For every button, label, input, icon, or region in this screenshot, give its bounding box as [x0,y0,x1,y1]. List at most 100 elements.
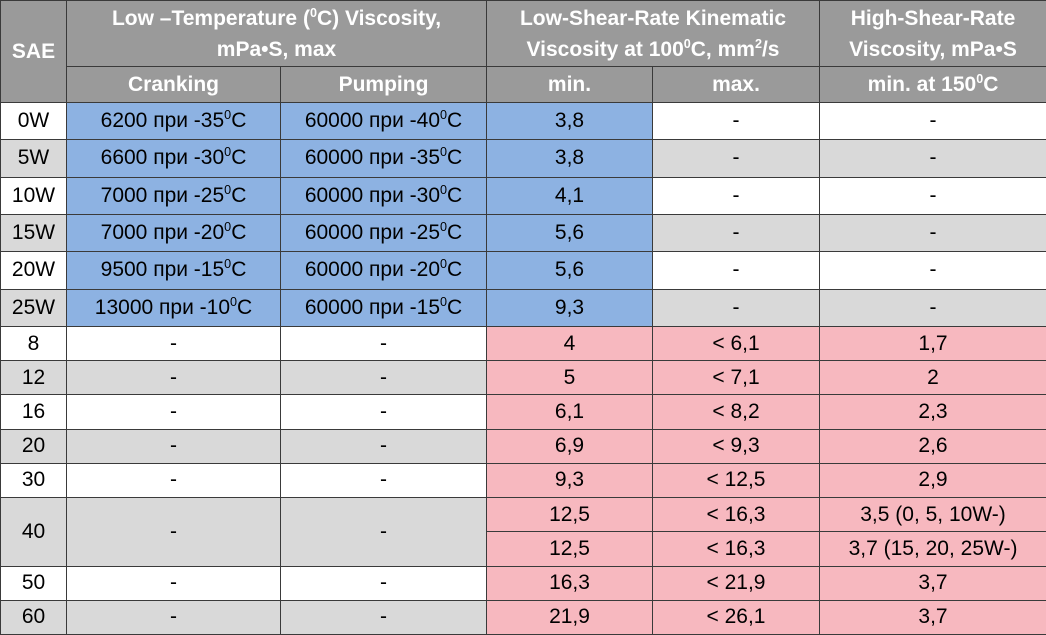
kinematic-min: 5,6 [486,251,654,290]
table-row: 5W 6600 при -300C 60000 при -350C 3,8 - … [0,139,1046,178]
high-shear-min: - [819,139,1046,178]
sae-grade: 40 [0,497,67,567]
sae-grade: 10W [0,176,67,215]
kinematic-min: 4,1 [486,176,654,215]
table-row: 15W 7000 при -200C 60000 при -250C 5,6 -… [0,213,1046,253]
kinematic-max: < 21,9 [652,565,821,601]
pumping-value: 60000 при -300C [279,176,488,215]
table-row: 40 - - 12,5 < 16,3 3,5 (0, 5, 10W-) [0,497,1046,567]
high-shear-min: 2 [819,360,1046,396]
kinematic-max: < 12,5 [652,462,821,499]
kinematic-max: < 16,3 [652,497,821,533]
kinematic-max: < 7,1 [652,360,821,396]
pumping-value: - [279,325,488,362]
sae-grade: 8 [0,325,67,362]
cranking-value: - [66,428,281,464]
pumping-value: - [279,497,488,567]
pumping-value: - [279,599,488,635]
high-shear-min: 2,9 [819,462,1046,499]
header-min: min. [486,66,654,103]
kinematic-min: 6,9 [486,428,654,464]
sae-grade: 0W [0,101,67,141]
header-sae: SAE [0,0,67,103]
pumping-value: - [279,428,488,464]
pumping-value: 60000 при -150C [279,288,488,327]
pumping-value: - [279,360,488,396]
sae-grade: 16 [0,394,67,430]
high-shear-min: 3,7 (15, 20, 25W-) [819,531,1046,567]
cranking-value: - [66,462,281,499]
cranking-value: - [66,565,281,601]
high-shear-min: - [819,288,1046,327]
kinematic-max: < 6,1 [652,325,821,362]
cranking-value: 7000 при -200C [66,213,281,253]
sae-grade: 15W [0,213,67,253]
kinematic-min: 9,3 [486,462,654,499]
high-shear-min: 2,6 [819,428,1046,464]
pumping-value: 60000 при -200C [279,251,488,290]
kinematic-max: - [652,101,821,141]
cranking-value: 13000 при -100C [66,288,281,327]
kinematic-min: 5 [486,360,654,396]
header-low-temperature: Low –Temperature (0C) Viscosity, mPa•S, … [65,0,488,67]
cranking-value: - [66,394,281,430]
kinematic-min: 12,5 [486,497,654,533]
kinematic-max: < 26,1 [652,599,821,635]
cranking-value: - [66,360,281,396]
table-row: 25W 13000 при -100C 60000 при -150C 9,3 … [0,288,1046,327]
kinematic-min: 6,1 [486,394,654,430]
high-shear-min: - [819,213,1046,253]
table-row: 16 - - 6,1 < 8,2 2,3 [0,394,1046,430]
pumping-value: - [279,565,488,601]
kinematic-max: - [652,139,821,178]
cranking-value: 7000 при -250C [66,176,281,215]
table-row: 10W 7000 при -250C 60000 при -300C 4,1 -… [0,176,1046,215]
header-low-shear-rate: Low-Shear-Rate Kinematic Viscosity at 10… [486,0,821,67]
sae-grade: 12 [0,360,67,396]
table-row: 20 - - 6,9 < 9,3 2,6 [0,428,1046,464]
header-min-at-150: min. at 1500C [819,66,1046,103]
kinematic-min: 12,5 [486,531,654,567]
high-shear-min: 3,7 [819,565,1046,601]
kinematic-min: 16,3 [486,565,654,601]
high-shear-min: - [819,101,1046,141]
sae-grade: 60 [0,599,67,635]
sae-grade: 25W [0,288,67,327]
table-row: 50 - - 16,3 < 21,9 3,7 [0,565,1046,601]
table-row: 20W 9500 при -150C 60000 при -200C 5,6 -… [0,251,1046,290]
kinematic-min: 9,3 [486,288,654,327]
kinematic-max: - [652,251,821,290]
pumping-value: 60000 при -400C [279,101,488,141]
high-shear-min: - [819,251,1046,290]
kinematic-min: 3,8 [486,139,654,178]
pumping-value: 60000 при -250C [279,213,488,253]
kinematic-max: - [652,213,821,253]
cranking-value: 6600 при -300C [66,139,281,178]
kinematic-max: < 16,3 [652,531,821,567]
high-shear-min: 3,7 [819,599,1046,635]
table-row: 60 - - 21,9 < 26,1 3,7 [0,599,1046,635]
kinematic-max: - [652,176,821,215]
table-row: 12 - - 5 < 7,1 2 [0,360,1046,396]
kinematic-min: 4 [486,325,654,362]
sae-grade: 50 [0,565,67,601]
pumping-value: - [279,462,488,499]
kinematic-min: 3,8 [486,101,654,141]
header-cranking: Cranking [66,66,281,103]
sae-grade: 5W [0,139,67,178]
kinematic-min: 5,6 [486,213,654,253]
cranking-value: - [66,599,281,635]
cranking-value: - [66,325,281,362]
high-shear-min: 3,5 (0, 5, 10W-) [819,497,1046,533]
sae-grade: 20 [0,428,67,464]
table-row: 30 - - 9,3 < 12,5 2,9 [0,462,1046,499]
sae-grade: 30 [0,462,67,499]
table-row: 8 - - 4 < 6,1 1,7 [0,325,1046,362]
kinematic-max: < 9,3 [652,428,821,464]
pumping-value: - [279,394,488,430]
kinematic-max: - [652,288,821,327]
table-row: 12,5 < 16,3 3,7 (15, 20, 25W-) [1,531,1046,567]
header-max: max. [652,66,821,103]
cranking-value: 6200 при -350C [66,101,281,141]
